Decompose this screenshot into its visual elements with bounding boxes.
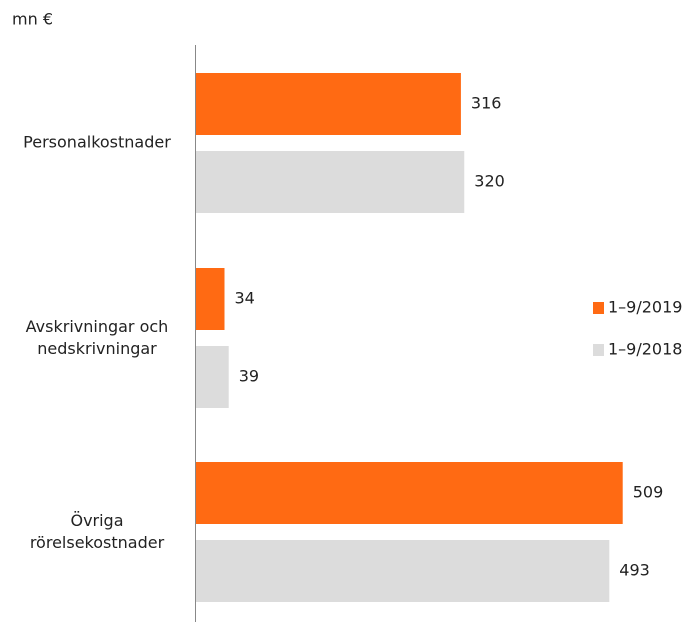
value-label: 509 <box>633 483 664 502</box>
value-label: 320 <box>474 172 505 191</box>
legend-label: 1–9/2018 <box>608 340 682 359</box>
value-label: 493 <box>619 561 650 580</box>
value-label: 316 <box>471 94 502 113</box>
bar <box>196 462 623 524</box>
legend-swatch <box>593 302 604 314</box>
value-label: 34 <box>235 289 255 308</box>
axis-unit-label: mn € <box>12 10 53 29</box>
category-label: Övriga rörelsekostnader <box>30 511 165 552</box>
bar <box>196 540 610 602</box>
bar <box>196 346 229 408</box>
bar <box>196 73 461 135</box>
bar <box>196 268 225 330</box>
category-label: Avskrivningar och nedskrivningar <box>26 317 169 358</box>
legend-label: 1–9/2019 <box>608 298 682 317</box>
category-label: Personalkostnader <box>23 133 171 152</box>
bar <box>196 151 465 213</box>
legend-swatch <box>593 344 604 356</box>
value-label: 39 <box>239 367 259 386</box>
